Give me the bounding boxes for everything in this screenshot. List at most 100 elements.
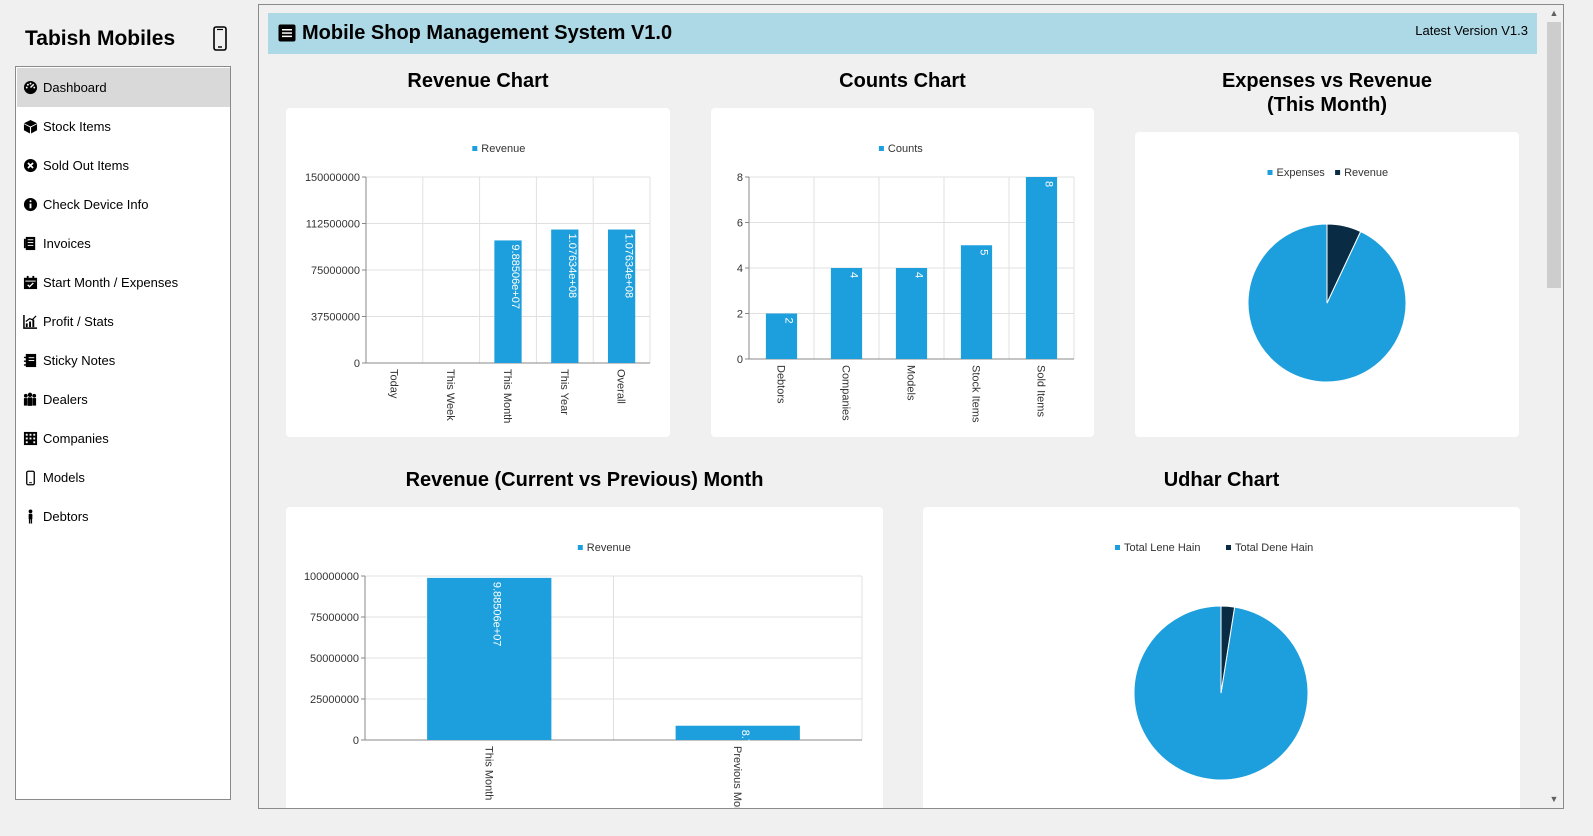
sidebar-item-label: Check Device Info (43, 197, 149, 212)
x-tick-label: Models (905, 365, 917, 401)
legend-marker (1335, 170, 1341, 175)
y-tick-label: 2 (737, 309, 743, 321)
pie-slice (1220, 605, 1236, 694)
bar-data-label: 9.88506e+07 (509, 244, 521, 309)
sidebar-item-label: Dealers (43, 392, 88, 407)
sidebar-item-sticky-notes[interactable]: Sticky Notes (17, 341, 230, 380)
sidebar-item-label: Dashboard (43, 80, 107, 95)
bar (675, 725, 800, 740)
sidebar-item-models[interactable]: Models (17, 458, 230, 497)
udhar-pie-chart: Total Lene Hain Total Dene Hain (1115, 542, 1313, 781)
bar-data-label: 2 (783, 318, 795, 324)
y-tick-label: 25000000 (310, 694, 359, 706)
version-label: Latest Version V1.3 (1415, 23, 1528, 38)
sidebar-item-label: Models (43, 470, 85, 485)
bar-data-label: 4 (913, 272, 925, 278)
revenue-month-chart: Revenue 0 25000000 50000000 75000000 10000000… (304, 542, 863, 808)
bar (960, 245, 993, 359)
bar (607, 229, 636, 363)
bar (494, 240, 522, 363)
brand-area: Tabish Mobiles (15, 20, 231, 58)
x-tick-label: Today (387, 369, 399, 399)
y-tick-label: 112500000 (306, 219, 360, 231)
bar (551, 229, 579, 363)
legend-marker (577, 545, 583, 550)
y-tick-label: 6 (737, 218, 743, 230)
x-tick-label: Companies (840, 365, 852, 421)
vertical-scrollbar[interactable]: ▲ ▼ (1545, 5, 1563, 808)
sidebar-item-invoices[interactable]: Invoices (17, 224, 230, 263)
counts-chart: Counts 0 2 4 6 8 2 Debtors 4 Companies 4 Models 5 Sto… (737, 143, 1075, 423)
legend-label: Expenses (1277, 167, 1326, 179)
sidebar-item-dealers[interactable]: Dealers (17, 380, 230, 419)
pie-slice (1326, 223, 1362, 304)
expenses-chart-card: Expenses Revenue (1135, 132, 1519, 437)
sidebar-item-check-device-info[interactable]: Check Device Info (17, 185, 230, 224)
sidebar-item-profit-stats[interactable]: Profit / Stats (17, 302, 230, 341)
legend-label: Revenue (1344, 167, 1388, 179)
bar (1025, 177, 1058, 359)
x-tick-label: Overall (615, 369, 627, 404)
sidebar-item-label: Sticky Notes (43, 353, 116, 368)
legend-label: Revenue (481, 143, 525, 155)
y-tick-label: 8 (737, 172, 743, 184)
x-tick-label: Debtors (775, 365, 787, 404)
sidebar-item-label: Profit / Stats (43, 314, 114, 329)
x-tick-label: This Month (482, 746, 494, 800)
x-tick-label: This Week (444, 369, 456, 421)
y-tick-label: 50000000 (310, 653, 359, 665)
header-bar: Mobile Shop Management System V1.0 Lates… (268, 13, 1537, 54)
x-tick-label: Sold Items (1035, 365, 1047, 417)
bar-data-label: 5 (978, 249, 990, 255)
revenue-month-chart-card: Revenue 0 25000000 50000000 75000000 10000000… (286, 507, 883, 808)
notes-icon (22, 353, 38, 369)
sidebar-item-companies[interactable]: Companies (17, 419, 230, 458)
sidebar-item-debtors[interactable]: Debtors (17, 497, 230, 536)
counts-chart-title: Counts Chart (839, 70, 966, 92)
bar (427, 577, 552, 740)
revenue-month-chart-title: Revenue (Current vs Previous) Month (405, 469, 764, 491)
sidebar-item-dashboard[interactable]: Dashboard (17, 68, 230, 107)
bar-data-label: 1.07634e+08 (623, 234, 635, 299)
legend-marker (1226, 545, 1231, 550)
info-circle-icon (22, 197, 38, 213)
y-tick-label: 150000000 (305, 172, 360, 184)
mobile-phone-icon (208, 26, 232, 52)
bar (765, 313, 798, 359)
scroll-up-arrow-icon[interactable]: ▲ (1549, 8, 1559, 18)
x-tick-label: This Year (558, 369, 570, 415)
udhar-chart-title: Udhar Chart (1163, 469, 1280, 491)
y-tick-label: 75000000 (311, 265, 360, 277)
list-icon (278, 24, 296, 42)
scrollbar-thumb[interactable] (1547, 22, 1561, 288)
scroll-down-arrow-icon[interactable]: ▼ (1549, 794, 1559, 804)
chart-line-icon (22, 314, 38, 330)
revenue-chart-card: Revenue 0 37500000 75000000 112500000 1500000… (286, 108, 670, 437)
y-tick-label: 0 (353, 735, 359, 747)
sidebar-item-label: Invoices (43, 236, 91, 251)
bar-data-label: 8 (1043, 181, 1055, 187)
sidebar-item-label: Debtors (43, 509, 89, 524)
sidebar-item-start-month-expenses[interactable]: Start Month / Expenses (17, 263, 230, 302)
building-icon (22, 431, 38, 447)
expenses-chart-title: Expenses vs Revenue (This Month) (1221, 70, 1433, 116)
y-tick-label: 0 (354, 358, 360, 370)
sidebar-item-label: Start Month / Expenses (43, 275, 179, 290)
sidebar: Dashboard Stock Items Sold Out Items Che… (15, 66, 231, 800)
x-tick-label: Stock Items (970, 365, 982, 423)
sidebar-item-stock-items[interactable]: Stock Items (17, 107, 230, 146)
person-icon (22, 509, 38, 525)
legend-label: Total Lene Hain (1124, 542, 1200, 554)
y-tick-label: 75000000 (310, 612, 359, 624)
legend-marker (1115, 545, 1120, 550)
revenue-chart: Revenue 0 37500000 75000000 112500000 1500000… (305, 143, 651, 423)
udhar-chart-card: Total Lene Hain Total Dene Hain (923, 507, 1520, 808)
dashboard-gauge-icon (22, 80, 38, 96)
y-tick-label: 4 (737, 263, 743, 275)
legend-marker (472, 146, 478, 151)
bar-data-label: 8.7 (739, 730, 751, 745)
page-title: Mobile Shop Management System V1.0 (302, 22, 673, 44)
sidebar-item-sold-out-items[interactable]: Sold Out Items (17, 146, 230, 185)
legend-label: Counts (888, 143, 923, 155)
